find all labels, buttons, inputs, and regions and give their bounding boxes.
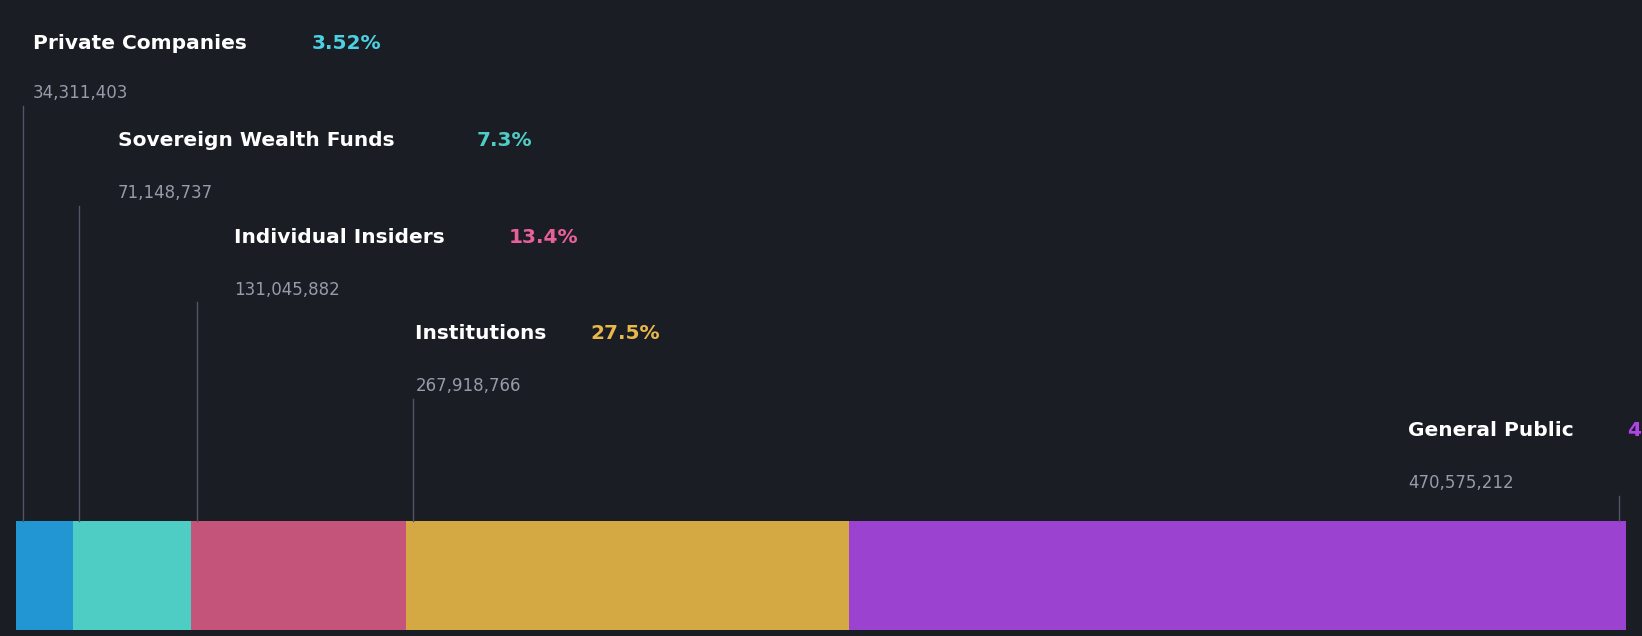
Text: Private Companies: Private Companies xyxy=(33,34,253,53)
Text: 7.3%: 7.3% xyxy=(476,131,532,150)
Bar xyxy=(849,520,1626,630)
Text: 34,311,403: 34,311,403 xyxy=(33,84,128,102)
Text: 48.3%: 48.3% xyxy=(1627,421,1642,440)
Text: General Public: General Public xyxy=(1409,421,1581,440)
Bar xyxy=(16,520,72,630)
Text: Sovereign Wealth Funds: Sovereign Wealth Funds xyxy=(118,131,401,150)
Text: 13.4%: 13.4% xyxy=(509,228,578,247)
Bar xyxy=(406,520,849,630)
Text: 71,148,737: 71,148,737 xyxy=(118,184,213,202)
Bar xyxy=(190,520,406,630)
Text: Individual Insiders: Individual Insiders xyxy=(233,228,452,247)
Text: Institutions: Institutions xyxy=(415,324,553,343)
Text: 267,918,766: 267,918,766 xyxy=(415,377,521,395)
Text: 470,575,212: 470,575,212 xyxy=(1409,474,1514,492)
Text: 27.5%: 27.5% xyxy=(591,324,660,343)
Text: 131,045,882: 131,045,882 xyxy=(233,280,340,299)
Text: 3.52%: 3.52% xyxy=(312,34,381,53)
Bar xyxy=(72,520,190,630)
